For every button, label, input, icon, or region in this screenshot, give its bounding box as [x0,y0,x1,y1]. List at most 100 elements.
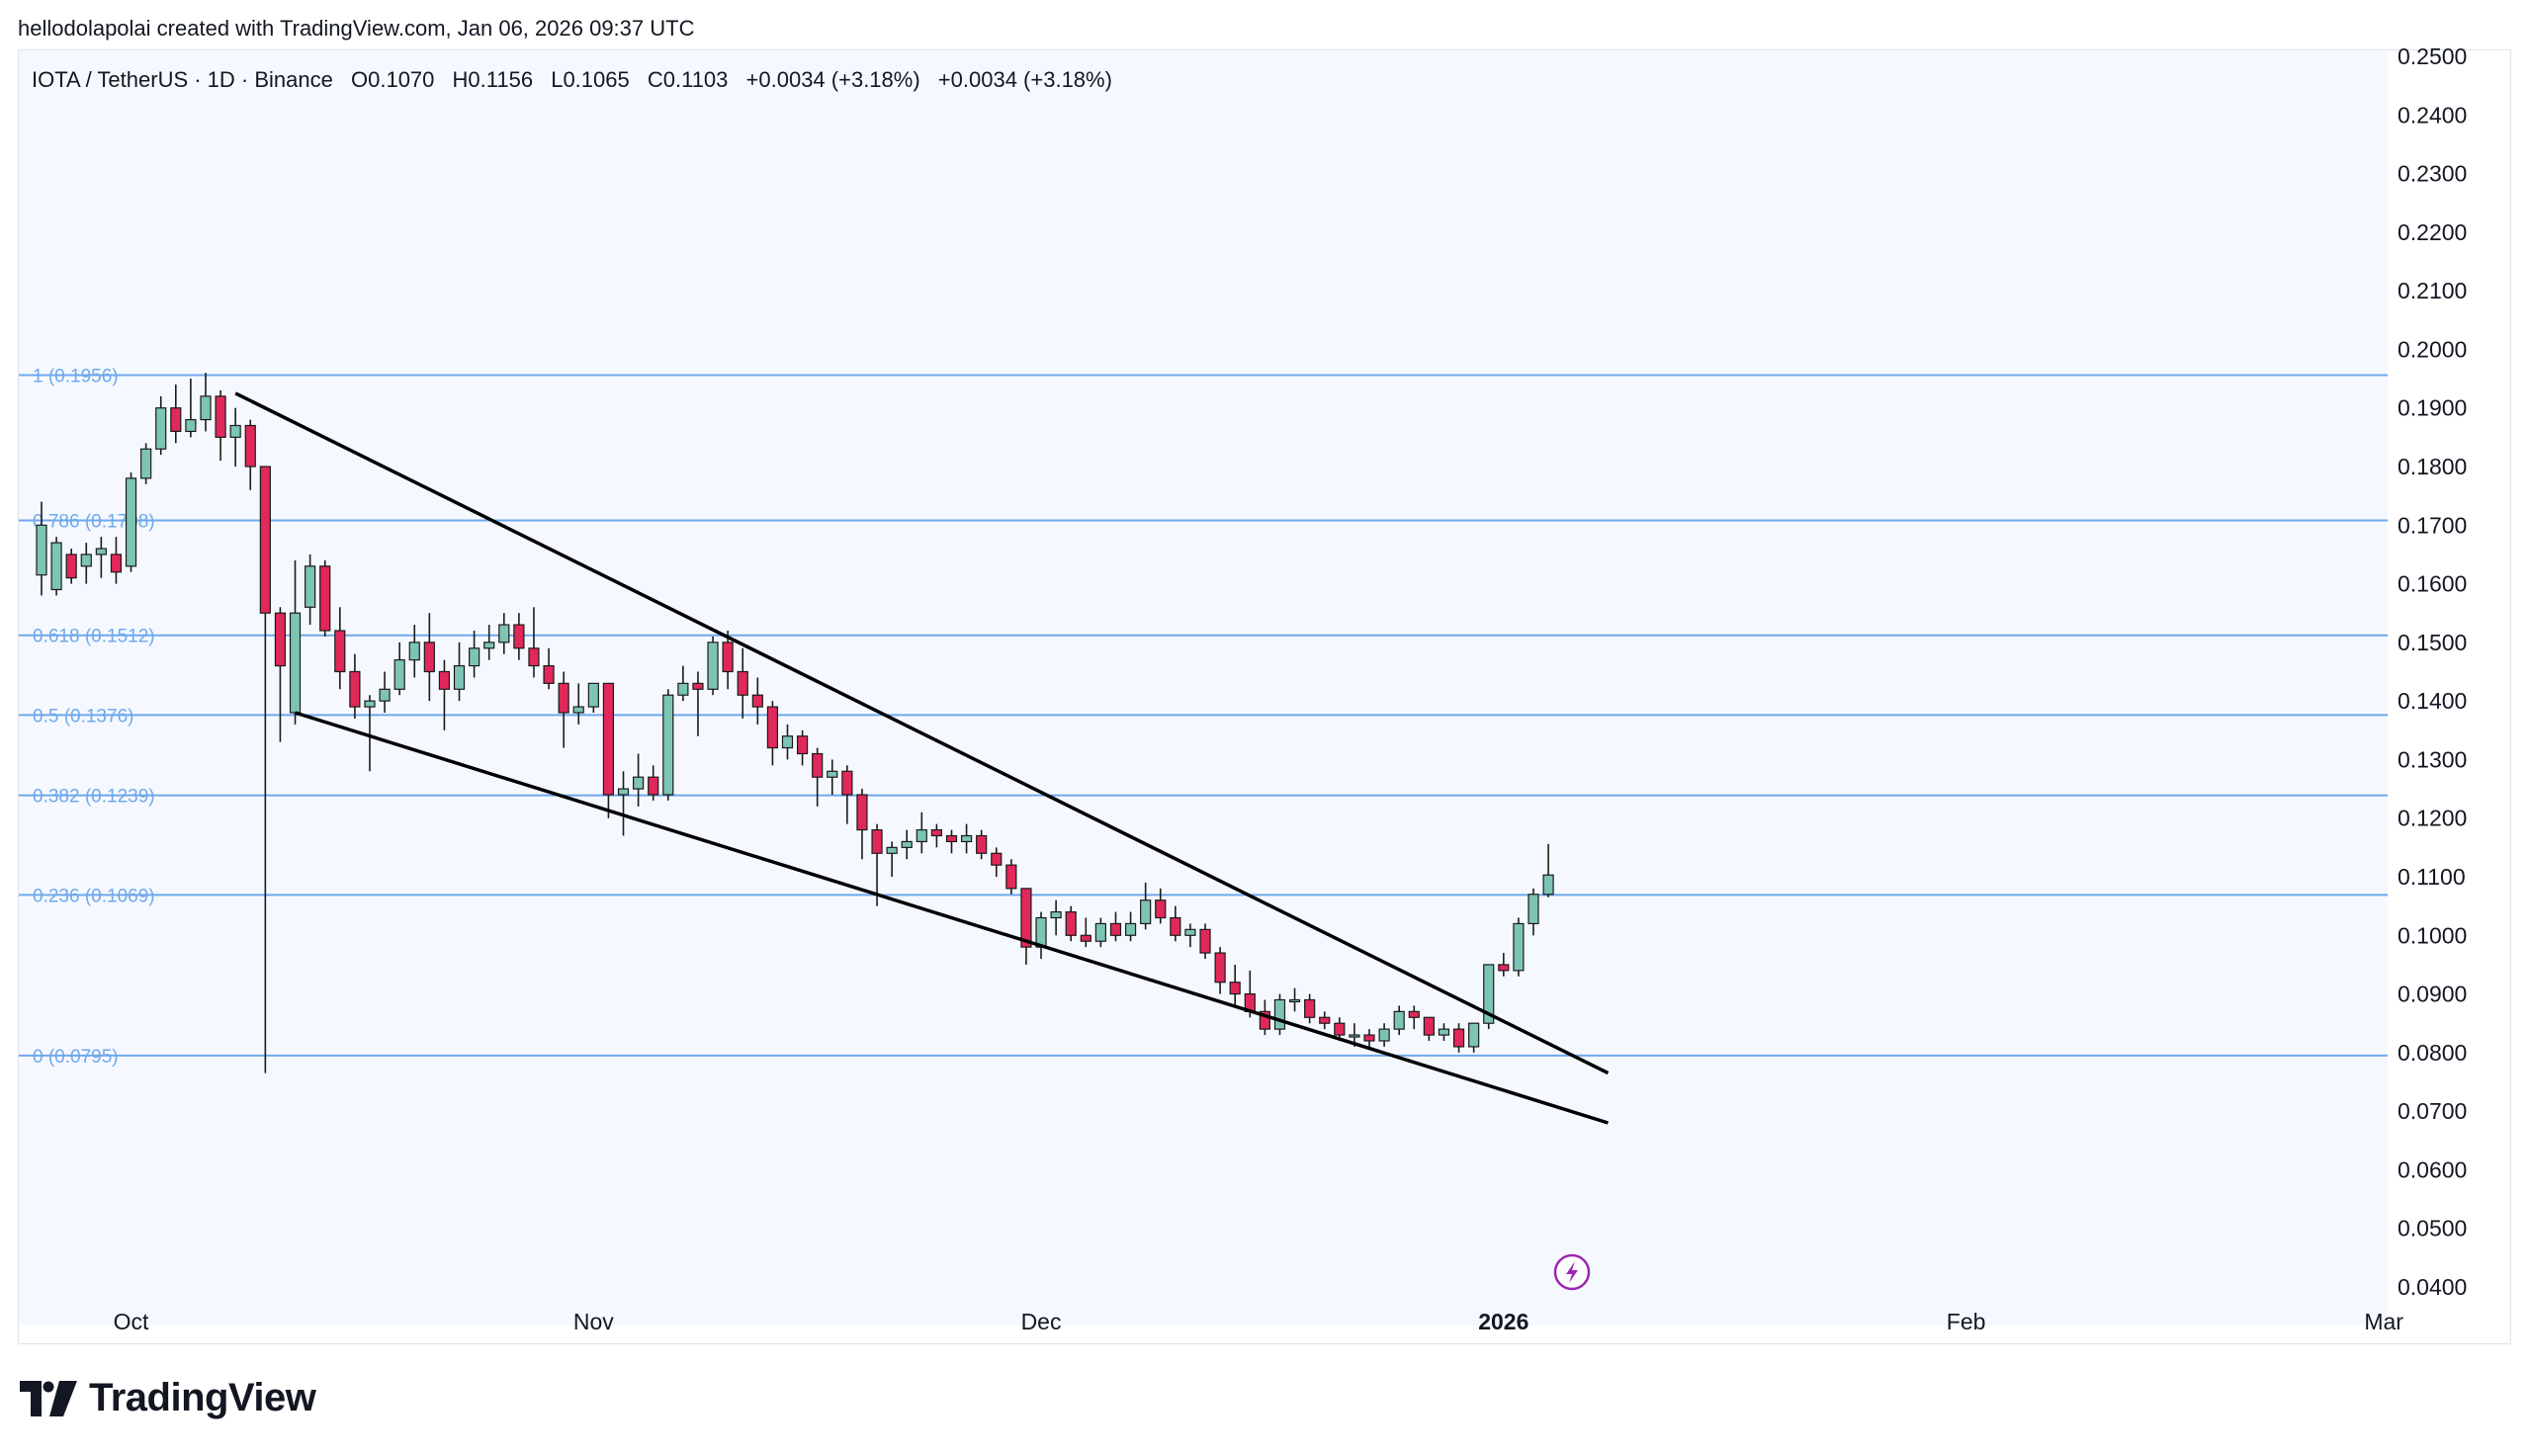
candle [781,724,794,760]
candle-body [1408,1010,1420,1018]
candle [1229,964,1241,1006]
candle-body [1363,1034,1375,1042]
candle-body [1259,1010,1270,1030]
tradingview-brand[interactable]: TradingView [20,1376,316,1420]
trendlines [234,391,1610,1125]
candle [1334,1017,1346,1041]
candle [766,701,779,766]
candle [707,636,719,696]
fib-label: 0.382 (0.1239) [33,787,155,808]
candle-body [572,706,584,714]
candle [1378,1023,1390,1047]
candle-body [200,395,212,421]
candle-body [1109,922,1122,936]
candle-body [1199,928,1211,954]
tradingview-logo-icon [20,1380,77,1416]
candle-body [1155,899,1167,919]
tradingview-wordmark: TradingView [89,1376,316,1419]
candle [991,847,1003,877]
candle-body [1423,1016,1435,1036]
candle-body [662,694,674,796]
candle-body [1513,922,1525,972]
candle [1050,899,1062,936]
candle [677,665,689,702]
legend-high: H0.1156 [452,67,534,92]
candle-body [349,670,361,708]
candle-body [289,612,302,714]
candle-body [1005,864,1017,890]
candle [469,631,480,678]
candle-body [1124,922,1137,936]
candle [751,677,763,725]
candle-body [1140,899,1152,925]
candle [1498,953,1510,977]
candle [229,407,241,467]
candle [170,385,182,444]
candle [408,625,420,678]
plot-area[interactable] [19,50,2388,1326]
candle-body [1542,874,1554,896]
candle [1080,917,1091,948]
candle [856,789,868,860]
candle [438,659,451,730]
candle-body [871,828,883,854]
candle [930,823,943,848]
candle-body [677,682,689,696]
candle [916,812,927,854]
candle [1542,843,1554,898]
candle-body [930,828,943,837]
candle-body [1214,952,1226,984]
candle [572,683,584,725]
candle-body [80,554,92,567]
legend-change-percent: +0.0034 (+3.18%) [937,67,1112,92]
candle [379,671,391,713]
price-tick-label: 0.2200 [2398,219,2467,245]
candle-body [259,466,271,614]
candle [1319,1011,1331,1030]
candle-body [1288,998,1301,1003]
candle [796,729,809,766]
time-tick-label: Oct [114,1309,149,1334]
candle-body [334,630,346,673]
time-tick-label: Mar [2364,1309,2403,1334]
candle [259,466,271,1073]
time-tick-label: 2026 [1478,1309,1528,1334]
candle-body [50,542,62,591]
candle [334,607,346,690]
candle-body [945,834,958,843]
candle-body [648,776,659,796]
candle-body [244,424,256,468]
candle-body [1273,998,1286,1030]
symbol-legend: IOTA / TetherUS · 1D · Binance O0.1070 H… [32,67,1124,93]
candle-body [483,642,495,649]
candle [737,647,748,719]
candle [393,642,405,696]
candle-body [1020,888,1032,948]
candle-body [722,642,734,673]
price-tick-label: 0.1700 [2398,512,2467,538]
fib-label: 0.786 (0.1708) [33,512,155,533]
candle [125,471,137,572]
legend-close: C0.1103 [647,67,729,92]
price-tick-label: 0.1200 [2398,806,2467,831]
candle [110,537,123,584]
price-tick-label: 0.1400 [2398,688,2467,714]
candle [319,559,331,637]
candle [543,647,555,690]
candle [587,682,599,713]
candle-body [827,770,838,778]
candle [1155,888,1167,924]
candle [65,549,77,584]
candle-body [1349,1034,1360,1038]
candle [812,747,824,807]
candle [244,419,256,490]
candle-body [170,407,182,433]
candle [185,379,197,438]
price-tick-label: 0.0400 [2398,1274,2467,1300]
candle [528,607,540,678]
candle [140,443,152,484]
flash-icon[interactable] [1553,1253,1591,1291]
candle [215,389,226,462]
candle [155,395,167,456]
